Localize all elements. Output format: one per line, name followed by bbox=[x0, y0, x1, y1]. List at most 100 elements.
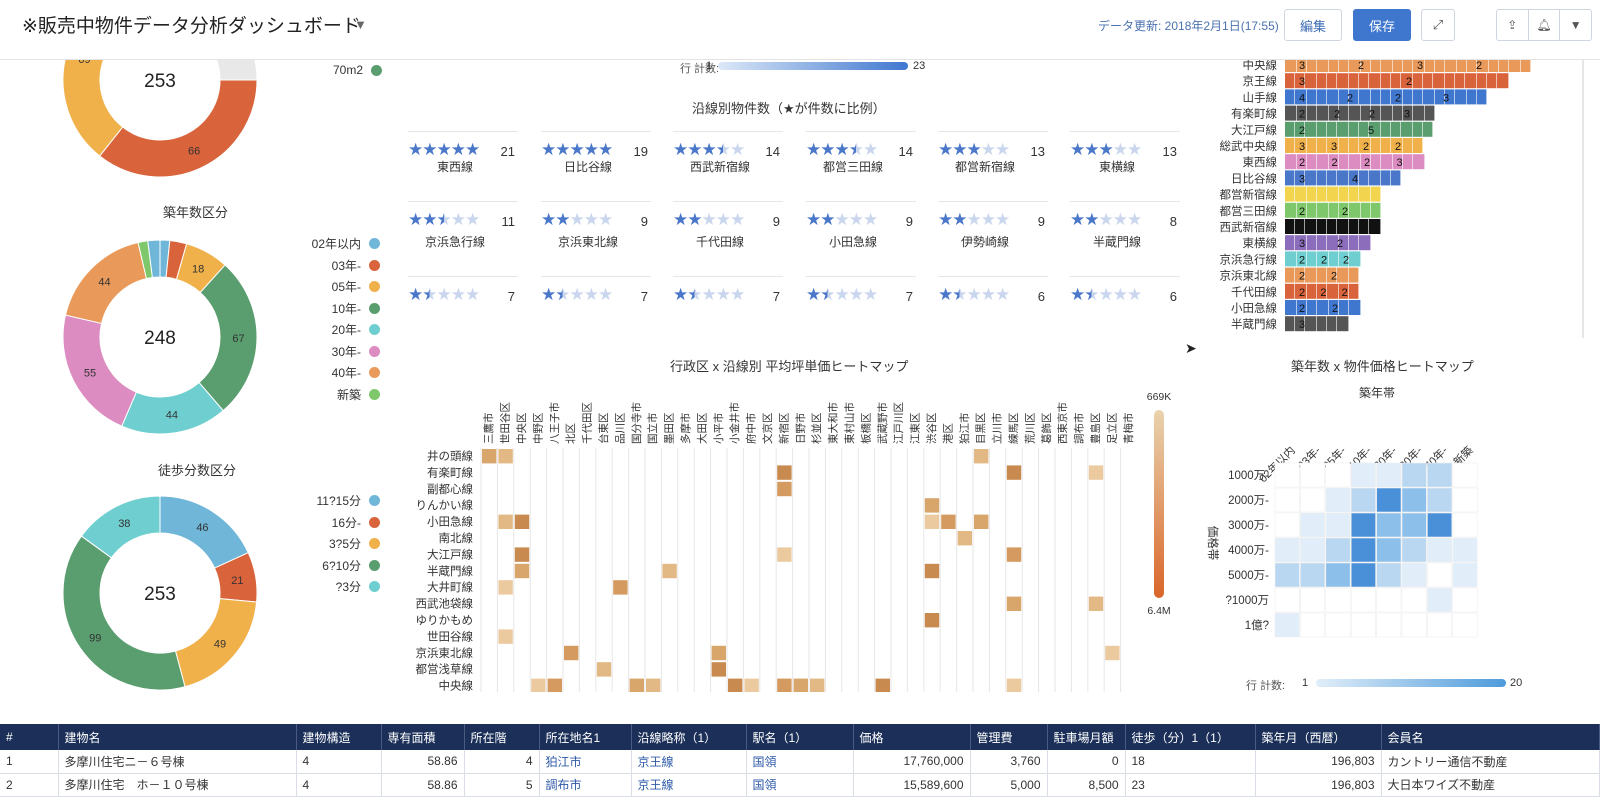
column-header[interactable]: 建物構造 bbox=[296, 724, 382, 750]
stacked-segment[interactable] bbox=[1297, 60, 1307, 72]
star-rating-cell[interactable]: ★★★★★ 14 bbox=[806, 131, 916, 160]
age-price-cell[interactable] bbox=[1401, 612, 1427, 638]
stacked-segment[interactable] bbox=[1477, 73, 1487, 89]
heatmap-cell[interactable] bbox=[777, 678, 792, 692]
heatmap-cell[interactable] bbox=[498, 629, 513, 644]
age-price-cell[interactable] bbox=[1325, 537, 1351, 563]
heatmap-cell[interactable] bbox=[711, 645, 726, 661]
legend-item[interactable]: 70m2 bbox=[333, 63, 383, 77]
stacked-segment[interactable] bbox=[1327, 89, 1339, 105]
heatmap-cell[interactable] bbox=[482, 449, 497, 464]
stacked-segment[interactable] bbox=[1317, 138, 1327, 153]
age-price-cell[interactable] bbox=[1452, 487, 1478, 513]
stacked-segment[interactable] bbox=[1317, 202, 1329, 218]
stacked-segment[interactable] bbox=[1359, 219, 1369, 234]
stacked-segment[interactable] bbox=[1285, 154, 1297, 170]
stacked-segment[interactable] bbox=[1307, 235, 1317, 251]
age-price-cell[interactable] bbox=[1325, 587, 1351, 613]
donut-slice[interactable] bbox=[99, 79, 258, 178]
table-row[interactable]: 2 多摩川住宅 ホ－１０号棟 4 58.86 5 調布市 京王線 国領 15,5… bbox=[0, 773, 1600, 797]
stacked-segment[interactable] bbox=[1349, 283, 1359, 299]
stacked-segment[interactable] bbox=[1391, 73, 1401, 89]
star-rating-cell[interactable]: ★★★★★ 19 bbox=[541, 131, 651, 160]
dashboard-title[interactable]: ※販売中物件データ分析ダッシュボード bbox=[22, 16, 361, 37]
heatmap-cell[interactable] bbox=[941, 514, 956, 529]
age-price-cell[interactable] bbox=[1350, 462, 1376, 488]
stacked-segment[interactable] bbox=[1433, 73, 1445, 89]
stacked-segment[interactable] bbox=[1371, 186, 1381, 202]
star-rating-cell[interactable]: ★★★★★ 6 bbox=[1070, 276, 1180, 305]
stacked-segment[interactable] bbox=[1329, 154, 1339, 170]
stacked-segment[interactable] bbox=[1339, 251, 1349, 267]
stacked-segment[interactable] bbox=[1285, 73, 1295, 89]
stacked-segment[interactable] bbox=[1317, 170, 1327, 186]
stacked-segment[interactable] bbox=[1327, 283, 1339, 299]
age-price-cell[interactable] bbox=[1376, 537, 1402, 563]
stacked-segment[interactable] bbox=[1285, 316, 1295, 332]
stacked-segment[interactable] bbox=[1521, 60, 1531, 72]
heatmap-cell[interactable] bbox=[875, 678, 890, 692]
stacked-segment[interactable] bbox=[1413, 89, 1423, 105]
stacked-segment[interactable] bbox=[1467, 89, 1477, 105]
heatmap-cell[interactable] bbox=[1105, 645, 1120, 661]
stacked-segment[interactable] bbox=[1339, 60, 1349, 72]
donut-slice[interactable] bbox=[198, 264, 258, 412]
stacked-segment[interactable] bbox=[1393, 105, 1403, 121]
stacked-segment[interactable] bbox=[1295, 73, 1305, 89]
legend-item[interactable]: ?3分 bbox=[0, 578, 380, 595]
age-price-cell[interactable] bbox=[1376, 512, 1402, 538]
age-price-cell[interactable] bbox=[1452, 587, 1478, 613]
age-price-cell[interactable] bbox=[1452, 462, 1478, 488]
table-row[interactable]: 1 多摩川住宅ニ－６号棟 4 58.86 4 狛江市 京王線 国領 17,760… bbox=[0, 750, 1600, 774]
heatmap-cell[interactable] bbox=[1006, 678, 1022, 692]
chevron-down-icon[interactable]: ▼ bbox=[1569, 18, 1582, 32]
stacked-segment[interactable] bbox=[1413, 138, 1423, 153]
donut-slice[interactable] bbox=[147, 239, 161, 279]
age-price-cell[interactable] bbox=[1350, 487, 1376, 513]
stacked-segment[interactable] bbox=[1497, 73, 1509, 89]
stacked-segment[interactable] bbox=[1327, 219, 1337, 234]
age-price-cell[interactable] bbox=[1300, 587, 1326, 613]
age-price-cell[interactable] bbox=[1300, 537, 1326, 563]
legend-item[interactable]: 11?15分 bbox=[0, 492, 380, 509]
heatmap-cell[interactable] bbox=[777, 465, 792, 480]
stacked-segment[interactable] bbox=[1423, 73, 1433, 89]
stacked-segment[interactable] bbox=[1317, 283, 1327, 299]
column-header[interactable]: 建物名 bbox=[58, 724, 297, 750]
heatmap-cell[interactable] bbox=[1006, 596, 1022, 611]
column-header[interactable]: 所在階 bbox=[464, 724, 540, 750]
age-price-cell[interactable] bbox=[1452, 562, 1478, 588]
stacked-segment[interactable] bbox=[1339, 105, 1349, 121]
legend-item[interactable]: 16分- bbox=[0, 514, 380, 531]
star-rating-cell[interactable]: ★★★★★ 6 bbox=[938, 276, 1048, 305]
stacked-segment[interactable] bbox=[1339, 154, 1349, 170]
stacked-segment[interactable] bbox=[1349, 251, 1361, 267]
stacked-segment[interactable] bbox=[1307, 186, 1317, 202]
stacked-segment[interactable] bbox=[1295, 283, 1307, 299]
stacked-segment[interactable] bbox=[1381, 138, 1391, 153]
age-price-cell[interactable] bbox=[1452, 512, 1478, 538]
legend-item[interactable]: 20年- bbox=[0, 321, 380, 338]
stacked-segment[interactable] bbox=[1403, 89, 1413, 105]
column-header[interactable]: 会員名 bbox=[1381, 724, 1600, 750]
stacked-segment[interactable] bbox=[1413, 121, 1423, 137]
stacked-segment[interactable] bbox=[1445, 60, 1457, 72]
star-rating-cell[interactable]: ★★★★★ 9 bbox=[541, 201, 651, 230]
stacked-segment[interactable] bbox=[1285, 121, 1295, 137]
legend-item[interactable]: 02年以内 bbox=[0, 235, 380, 252]
stacked-segment[interactable] bbox=[1317, 121, 1327, 137]
stacked-segment[interactable] bbox=[1413, 73, 1423, 89]
heatmap-cell[interactable] bbox=[498, 580, 513, 595]
stacked-segment[interactable] bbox=[1285, 267, 1295, 283]
heatmap-cell[interactable] bbox=[1088, 596, 1104, 611]
age-price-cell[interactable] bbox=[1325, 462, 1351, 488]
line[interactable]: 京王線 bbox=[631, 750, 747, 774]
stacked-segment[interactable] bbox=[1361, 202, 1371, 218]
stacked-segment[interactable] bbox=[1305, 267, 1317, 283]
stacked-segment[interactable] bbox=[1425, 105, 1435, 121]
stacked-segment[interactable] bbox=[1349, 138, 1359, 153]
age-price-cell[interactable] bbox=[1300, 512, 1326, 538]
stacked-segment[interactable] bbox=[1297, 300, 1307, 315]
stacked-segment[interactable] bbox=[1317, 267, 1327, 283]
stacked-segment[interactable] bbox=[1393, 60, 1403, 72]
